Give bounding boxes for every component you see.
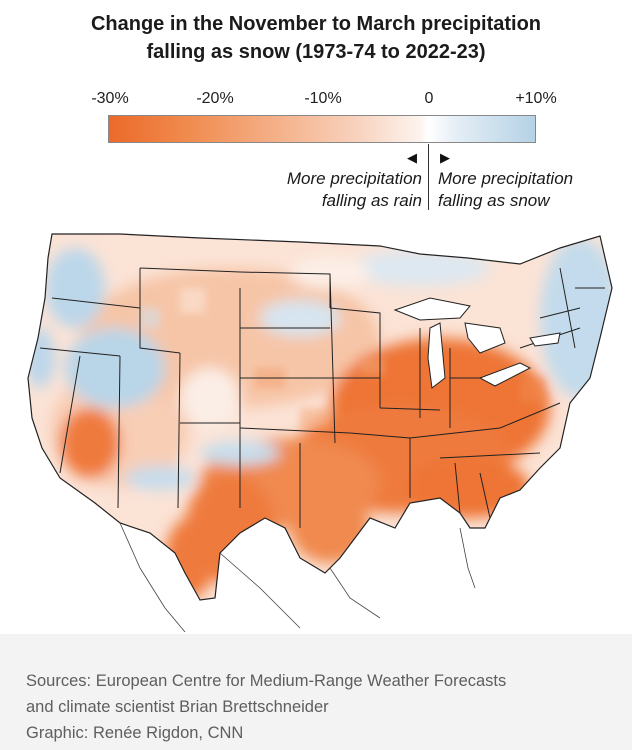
tick-zero: 0	[424, 90, 434, 107]
neighbor-borders	[119, 522, 476, 632]
rain-note: More precipitation falling as rain	[287, 168, 422, 212]
snow-note: More precipitation falling as snow	[438, 168, 573, 212]
zero-divider-line	[428, 144, 429, 210]
color-gradient-bar	[108, 115, 536, 143]
rain-note-line-1: More precipitation	[286, 169, 422, 188]
tick-minus-10: -10%	[304, 90, 342, 107]
left-arrow-icon: ◀	[407, 150, 417, 165]
us-precipitation-map	[0, 228, 632, 632]
sources-text: Sources: European Centre for Medium-Rang…	[26, 668, 506, 746]
tick-minus-30: -30%	[91, 90, 129, 107]
tick-minus-20: -20%	[196, 90, 234, 107]
snow-note-line-2: falling as snow	[438, 191, 550, 210]
title-line-2: falling as snow (1973-74 to 2022-23)	[146, 41, 486, 63]
tick-plus-10: +10%	[515, 90, 557, 107]
color-scale-legend: -30% -20% -10% 0 +10%	[91, 90, 557, 150]
sources-line-2: and climate scientist Brian Brettschneid…	[26, 698, 329, 716]
sources-line-1: Sources: European Centre for Medium-Rang…	[26, 672, 507, 690]
great-lakes	[393, 297, 561, 389]
right-arrow-icon: ▶	[440, 150, 450, 165]
snow-note-line-1: More precipitation	[438, 169, 574, 188]
rain-note-line-2: falling as rain	[321, 191, 422, 210]
title-line-1: Change in the November to March precipit…	[90, 13, 542, 35]
credit-line: Graphic: Renée Rigdon, CNN	[26, 724, 244, 742]
sources-footer: Sources: European Centre for Medium-Rang…	[0, 634, 632, 750]
map-title: Change in the November to March precipit…	[0, 10, 632, 66]
